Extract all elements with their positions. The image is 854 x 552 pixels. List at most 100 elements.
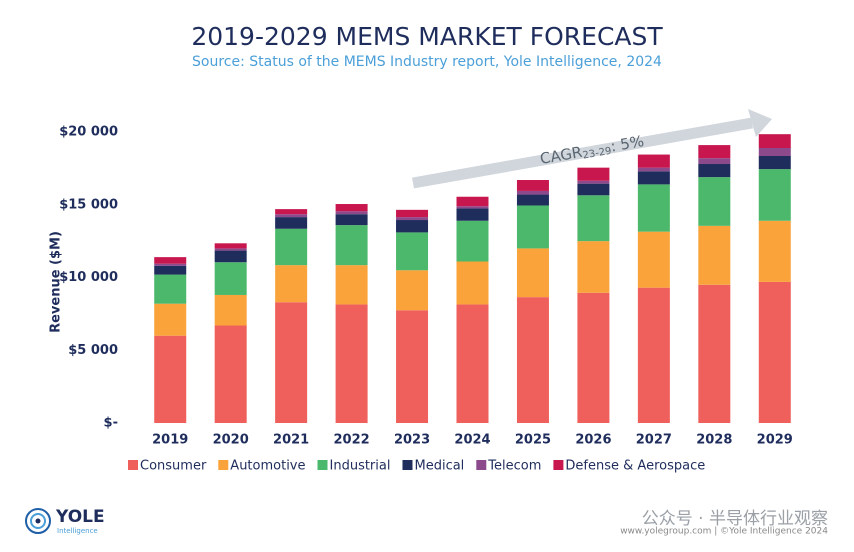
bar-segment	[758, 220, 791, 282]
bar-segment	[637, 167, 670, 172]
x-tick-label: 2029	[757, 433, 793, 448]
bar-segment	[214, 262, 247, 295]
x-tick-label: 2027	[636, 433, 672, 448]
bar-segment	[758, 169, 791, 221]
bar-segment	[154, 335, 187, 423]
bar-segment	[456, 196, 489, 207]
legend-swatch	[476, 460, 487, 470]
bar-segment	[214, 325, 247, 423]
bar-segment	[335, 225, 368, 266]
bar-segment	[275, 214, 308, 218]
legend-swatch	[553, 460, 564, 470]
bar-segment	[396, 209, 429, 218]
bar-segment	[396, 310, 429, 423]
bar-segment	[154, 274, 187, 304]
bar-segment	[154, 303, 187, 336]
bar-segment	[698, 177, 731, 226]
bar-segment	[516, 180, 549, 191]
bar-segment	[396, 270, 429, 311]
bar-segment	[577, 292, 610, 423]
x-tick-label: 2022	[333, 433, 369, 448]
logo-name: YOLE	[55, 507, 105, 527]
x-tick-label: 2025	[515, 433, 551, 448]
legend-label: Consumer	[140, 459, 207, 474]
bar-segment	[396, 220, 429, 233]
bar-segment	[698, 164, 731, 178]
x-tick-label: 2024	[454, 433, 490, 448]
x-tick-label: 2019	[152, 433, 188, 448]
bar-segment	[758, 156, 791, 170]
x-tick-label: 2026	[575, 433, 611, 448]
bar-segment	[275, 265, 308, 303]
bar-segment	[335, 214, 368, 226]
bar-segment	[154, 257, 187, 264]
bar-segment	[698, 225, 731, 285]
bar-segment	[516, 205, 549, 249]
bar-segment	[698, 284, 731, 423]
bar-segment	[214, 243, 247, 249]
watermark: 公众号 · 半导体行业观察	[642, 509, 828, 529]
cagr-arrow	[412, 117, 753, 189]
bar-segment	[335, 211, 368, 215]
legend-swatch	[317, 460, 328, 470]
bar-segment	[154, 263, 187, 266]
y-tick-label: $15 000	[59, 197, 118, 212]
y-tick-label: $20 000	[59, 125, 118, 140]
cagr-arrowhead	[748, 109, 772, 137]
bar-segment	[396, 232, 429, 271]
legend-swatch	[218, 460, 229, 470]
bar-segment	[335, 204, 368, 212]
bar-segment	[516, 194, 549, 206]
x-tick-label: 2028	[696, 433, 732, 448]
bar-segment	[758, 148, 791, 157]
bar-segment	[275, 228, 308, 266]
bar-segment	[275, 209, 308, 215]
bar-segment	[698, 158, 731, 165]
logo-tagline: Intelligence	[57, 527, 98, 535]
legend-label: Telecom	[487, 459, 541, 474]
cagr-label: CAGR23-29: 5%	[539, 132, 646, 169]
bar-segment	[577, 180, 610, 184]
bar-segment	[335, 265, 368, 305]
bar-segment	[516, 297, 549, 423]
bar-segment	[577, 195, 610, 242]
logo-dot	[35, 518, 41, 524]
bar-segment	[637, 154, 670, 168]
footer: www.yolegroup.com | ©Yole Intelligence 2…	[620, 527, 828, 537]
y-axis-label: Revenue ($M)	[49, 231, 64, 333]
legend-label: Defense & Aerospace	[565, 459, 705, 474]
logo: YOLE Intelligence	[25, 507, 105, 535]
x-tick-label: 2023	[394, 433, 430, 448]
bar-segment	[698, 145, 731, 159]
bar-segment	[214, 294, 247, 326]
cagr-subscript: 23-29	[582, 146, 613, 162]
bar-segment	[275, 217, 308, 229]
bar-segment	[637, 184, 670, 232]
chart-subtitle: Source: Status of the MEMS Industry repo…	[192, 54, 662, 70]
logo-ring	[25, 508, 51, 534]
bar-segment	[758, 281, 791, 423]
cagr-suffix: : 5%	[609, 132, 645, 156]
bar-segment	[637, 171, 670, 185]
legend-swatch	[128, 460, 138, 470]
bar-segment	[214, 248, 247, 251]
bar-segment	[577, 241, 610, 293]
legend-label: Medical	[414, 459, 464, 474]
bar-segment	[456, 304, 489, 423]
legend-label: Automotive	[230, 459, 305, 474]
bar-segment	[214, 250, 247, 263]
bar-segment	[335, 304, 368, 423]
bar-segment	[456, 220, 489, 262]
legend-label: Industrial	[330, 459, 391, 474]
bar-segment	[396, 217, 429, 221]
chart-title: 2019-2029 MEMS MARKET FORECAST	[191, 22, 663, 51]
y-tick-label: $10 000	[59, 270, 118, 285]
bar-segment	[456, 261, 489, 305]
bar-segment	[456, 206, 489, 209]
bar-segment	[637, 287, 670, 423]
bar-segment	[637, 231, 670, 288]
bar-segment	[516, 190, 549, 195]
logo-ring	[30, 513, 46, 529]
bar-segment	[758, 134, 791, 149]
